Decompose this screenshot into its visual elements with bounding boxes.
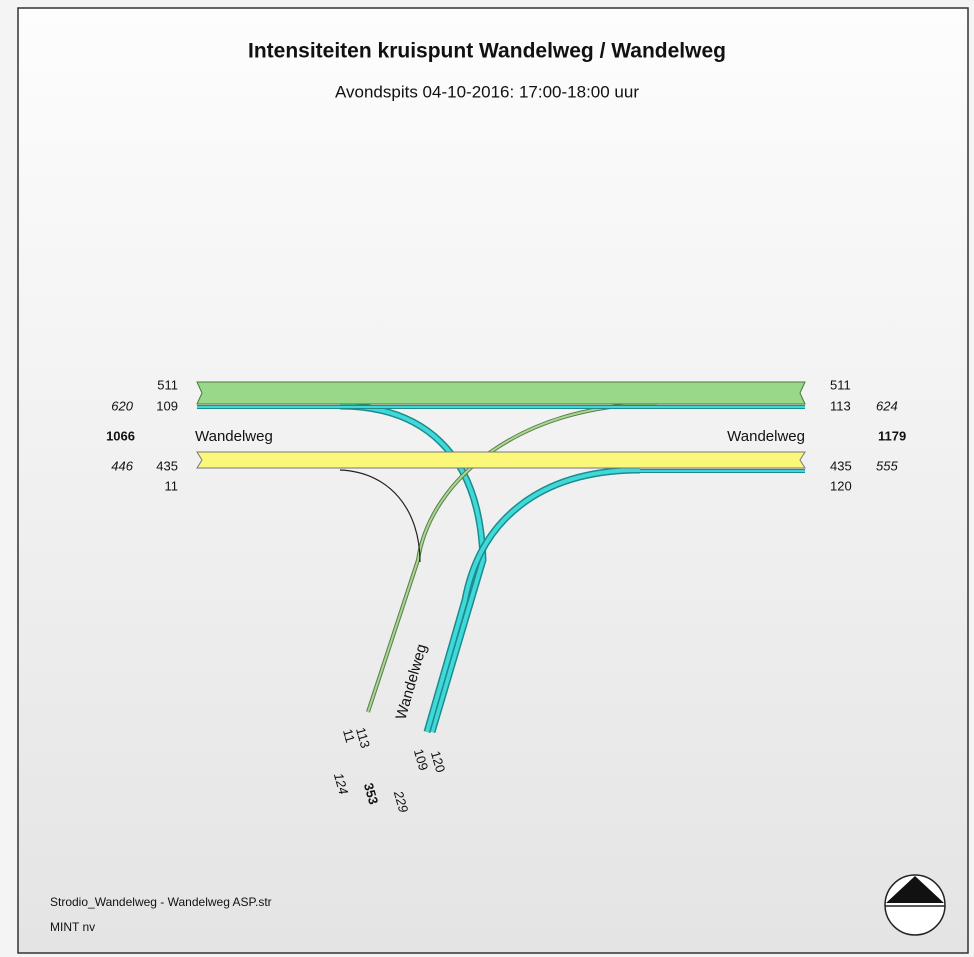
frame <box>17 7 969 954</box>
band-yellow <box>196 451 806 469</box>
total: 353 <box>361 781 381 806</box>
road-name: Wandelweg <box>727 428 805 445</box>
count: 511 <box>830 377 851 392</box>
total: 1179 <box>878 428 906 443</box>
count: 124 <box>331 771 351 796</box>
count: 113 <box>353 726 373 750</box>
count: 446 <box>111 458 133 473</box>
count: 555 <box>876 458 898 473</box>
subtitle: Avondspits 04-10-2016: 17:00-18:00 uur <box>335 82 639 101</box>
count: 109 <box>156 398 178 413</box>
company: MINT nv <box>50 920 95 934</box>
band-green <box>196 381 806 405</box>
count: 109 <box>411 747 431 772</box>
file-name: Strodio_Wandelweg - Wandelweg ASP.str <box>50 895 272 909</box>
count: 511 <box>157 377 178 392</box>
flow <box>425 468 641 733</box>
count: 620 <box>111 398 133 413</box>
road-name: Wandelweg <box>195 428 273 445</box>
flow <box>339 469 421 563</box>
count: 120 <box>428 749 448 774</box>
count: 435 <box>156 458 178 473</box>
count: 624 <box>876 398 898 413</box>
count: 229 <box>391 788 412 814</box>
total: 1066 <box>106 428 135 443</box>
count: 11 <box>165 478 179 493</box>
north-arrow <box>884 874 946 936</box>
count: 120 <box>830 478 852 493</box>
count: 113 <box>830 398 851 413</box>
title: Intensiteiten kruispunt Wandelweg / Wand… <box>248 40 726 63</box>
count: 435 <box>830 458 852 473</box>
count: 11 <box>340 727 358 744</box>
